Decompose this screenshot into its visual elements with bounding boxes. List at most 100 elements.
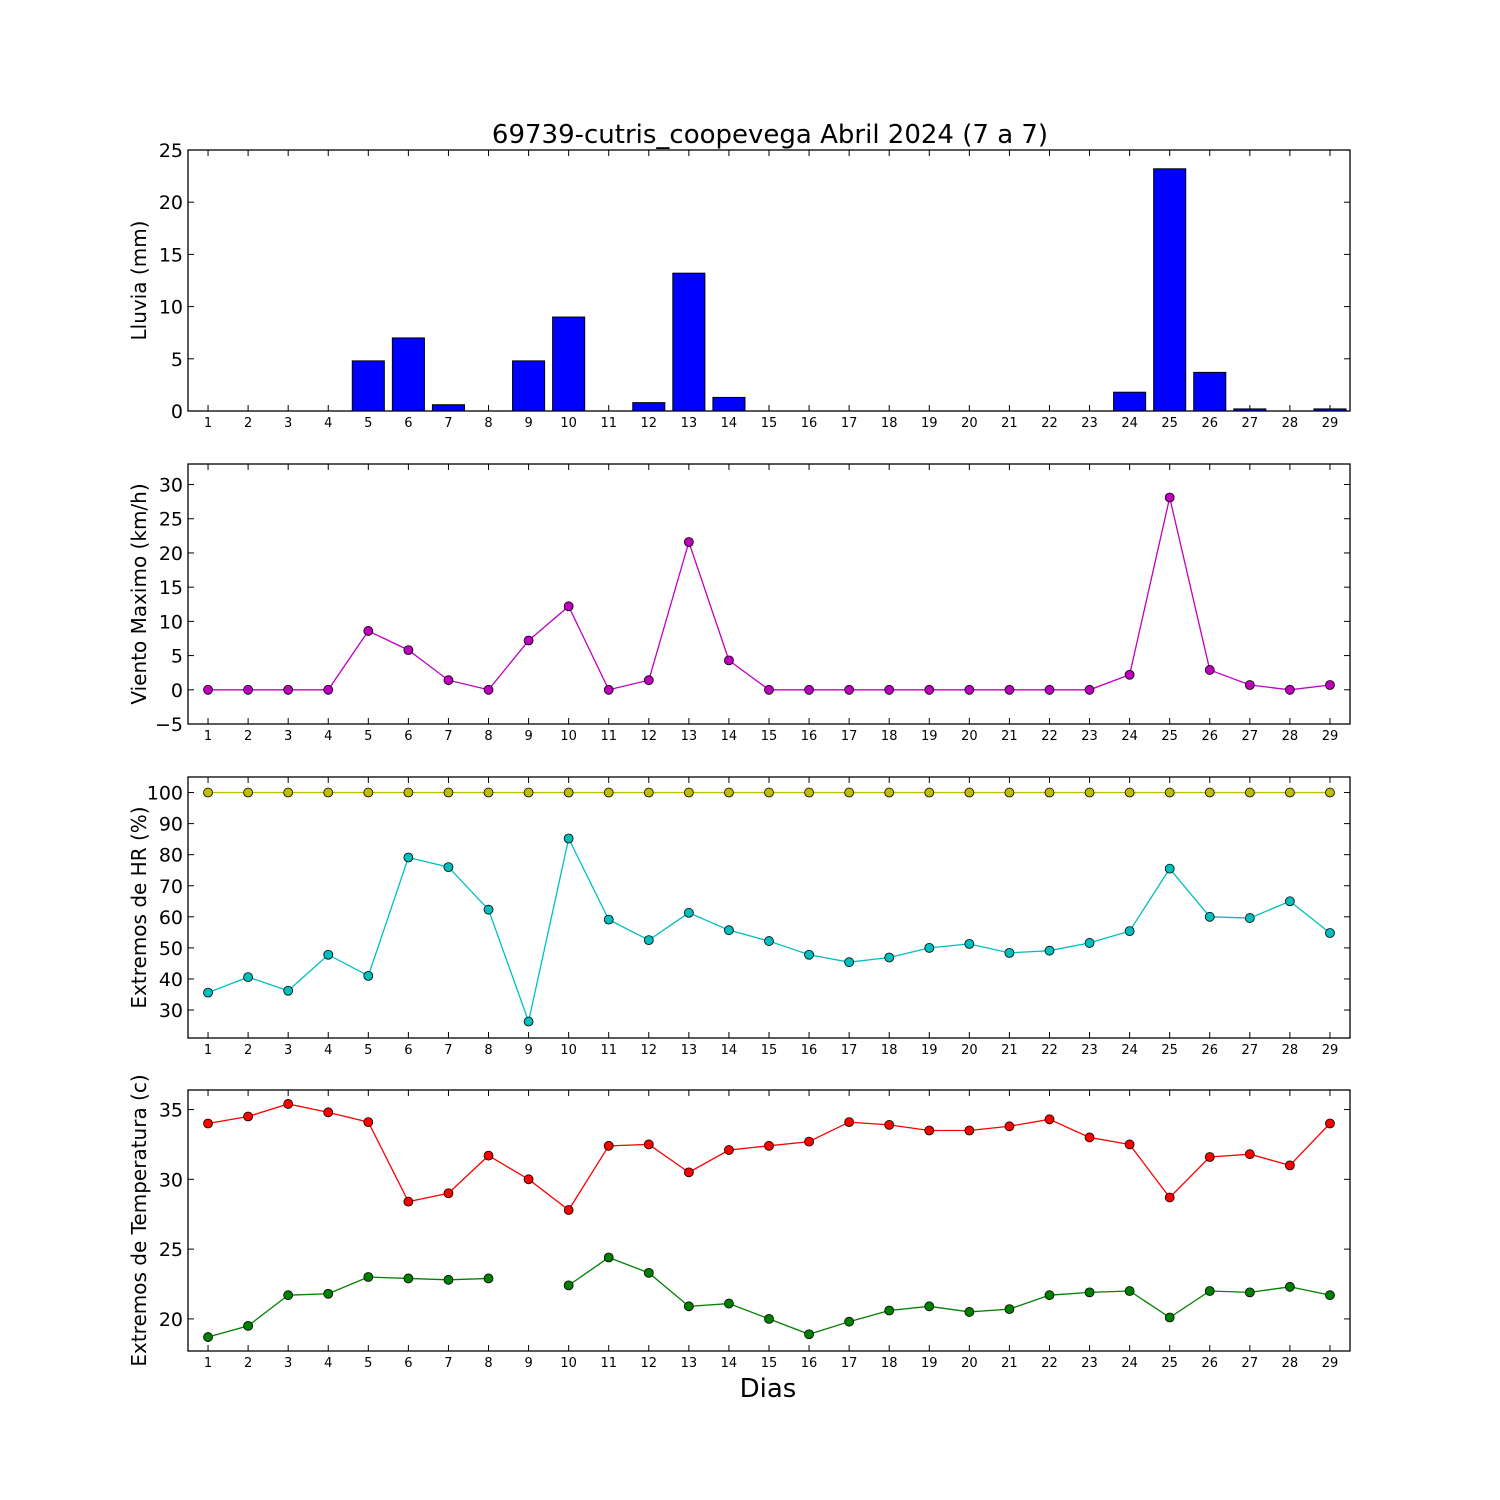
- temp-min-point: [884, 1305, 895, 1316]
- y-tick-label: 70: [159, 876, 183, 898]
- rain-bar: [512, 360, 546, 412]
- y-tick-label: 60: [159, 907, 183, 929]
- wind-point: [884, 684, 895, 695]
- x-tick-label: 24: [1121, 729, 1138, 744]
- x-tick-label: 21: [1001, 1043, 1018, 1058]
- hr-min-point: [283, 985, 294, 996]
- temp-max-point: [1204, 1152, 1215, 1162]
- hr-max-point: [523, 787, 534, 798]
- x-tick-label: 11: [600, 1043, 617, 1058]
- x-tick-label: 17: [841, 1356, 858, 1371]
- temp-min-point: [1164, 1312, 1175, 1323]
- y-tick-label: 30: [159, 1169, 183, 1191]
- x-tick-label: 9: [524, 416, 532, 431]
- x-tick-label: 6: [404, 1043, 412, 1058]
- y-tick-label: 50: [159, 938, 183, 960]
- x-tick-label: 27: [1242, 416, 1259, 431]
- temp-max-point: [1084, 1132, 1095, 1143]
- y-tick-label: 20: [159, 1309, 183, 1331]
- hr-max-point: [924, 787, 935, 798]
- x-tick-label: 18: [881, 416, 898, 431]
- temp-min-point: [643, 1267, 654, 1278]
- x-tick-label: 2: [244, 729, 252, 744]
- wind-point: [1244, 680, 1255, 690]
- x-tick-label: 26: [1201, 1043, 1218, 1058]
- x-tick-label: 24: [1121, 1356, 1138, 1371]
- x-tick-label: 20: [961, 729, 978, 744]
- hr-min-point: [683, 907, 694, 918]
- temp-max-point: [283, 1099, 294, 1109]
- temp-max-point: [804, 1136, 814, 1147]
- x-tick-label: 21: [1001, 1356, 1018, 1371]
- rain-bar: [431, 404, 465, 412]
- hr-min-point: [724, 925, 734, 936]
- plot-frame: [187, 776, 1351, 1039]
- hr-min-point: [1204, 911, 1215, 922]
- x-tick-label: 4: [324, 729, 332, 744]
- y-tick-label: 25: [159, 1239, 183, 1261]
- hr-min-point: [1325, 928, 1335, 938]
- hr-min-point: [483, 904, 494, 915]
- hr-min-point: [1124, 926, 1135, 937]
- rain-bar: [552, 316, 586, 412]
- x-tick-label: 10: [560, 1043, 577, 1058]
- wind-point: [283, 684, 294, 695]
- wind-point: [1325, 680, 1335, 690]
- temp-max-point: [483, 1150, 494, 1161]
- x-tick-label: 14: [721, 1043, 738, 1058]
- x-tick-label: 12: [641, 729, 658, 744]
- y-tick-label: 25: [159, 140, 183, 162]
- x-tick-label: 19: [921, 729, 938, 744]
- x-tick-label: 19: [921, 1356, 938, 1371]
- y-tick-label: 0: [171, 680, 183, 702]
- hr-max-point: [1084, 787, 1095, 798]
- wind-point: [1124, 669, 1135, 680]
- temp-max-point: [964, 1125, 975, 1136]
- x-tick-label: 24: [1121, 1043, 1138, 1058]
- hr-min-point: [203, 987, 213, 998]
- temp-min-point: [964, 1307, 975, 1317]
- x-tick-label: 20: [961, 1043, 978, 1058]
- wind-point: [764, 684, 774, 695]
- hr-max-point: [1204, 787, 1215, 798]
- hr-min-point: [1284, 896, 1295, 907]
- x-tick-label: 18: [881, 1356, 898, 1371]
- hr-min-point: [563, 833, 574, 844]
- rain-bar: [672, 272, 706, 412]
- hr-max-point: [1164, 787, 1175, 798]
- temp-min-point: [1244, 1287, 1255, 1298]
- hr-min-point: [523, 1016, 534, 1027]
- y-tick-label: 40: [159, 969, 183, 991]
- temp-max-point: [724, 1145, 734, 1155]
- y-tick-label: 10: [159, 611, 183, 633]
- hr-min-point: [844, 957, 855, 968]
- hr-min-point: [323, 949, 334, 960]
- hr-max-point: [844, 787, 855, 798]
- temp-max-point: [844, 1117, 855, 1128]
- y-tick-label: 10: [159, 297, 183, 319]
- x-tick-label: 26: [1201, 1356, 1218, 1371]
- x-tick-label: 10: [560, 1356, 577, 1371]
- x-tick-label: 25: [1161, 729, 1178, 744]
- x-tick-label: 16: [801, 729, 818, 744]
- temp-max-point: [363, 1117, 374, 1128]
- temp-min-point: [443, 1274, 454, 1285]
- x-tick-label: 5: [364, 416, 372, 431]
- x-tick-label: 12: [641, 1356, 658, 1371]
- x-tick-label: 9: [524, 729, 532, 744]
- x-tick-label: 23: [1081, 729, 1098, 744]
- x-tick-label: 15: [761, 729, 778, 744]
- hr-max-point: [683, 787, 694, 798]
- x-tick-label: 16: [801, 1043, 818, 1058]
- hr-min-point: [363, 970, 374, 981]
- temp-min-point: [323, 1288, 334, 1299]
- hr-max-point: [1284, 787, 1295, 798]
- plot-frame: [187, 1089, 1351, 1352]
- x-tick-label: 5: [364, 1356, 372, 1371]
- hr-min-point: [1164, 863, 1175, 874]
- x-tick-label: 15: [761, 1043, 778, 1058]
- x-tick-label: 14: [721, 729, 738, 744]
- x-tick-label: 22: [1041, 416, 1058, 431]
- temp-min-point: [1044, 1290, 1055, 1301]
